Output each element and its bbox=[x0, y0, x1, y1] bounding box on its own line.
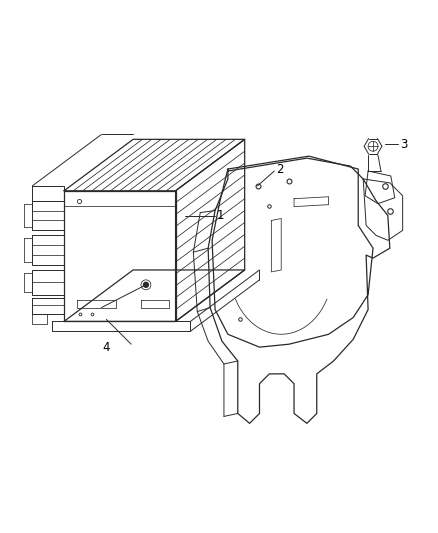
Circle shape bbox=[143, 282, 148, 287]
Text: 3: 3 bbox=[399, 138, 406, 151]
Text: 1: 1 bbox=[216, 209, 224, 222]
Text: 4: 4 bbox=[102, 341, 110, 354]
Text: 2: 2 bbox=[276, 163, 283, 175]
